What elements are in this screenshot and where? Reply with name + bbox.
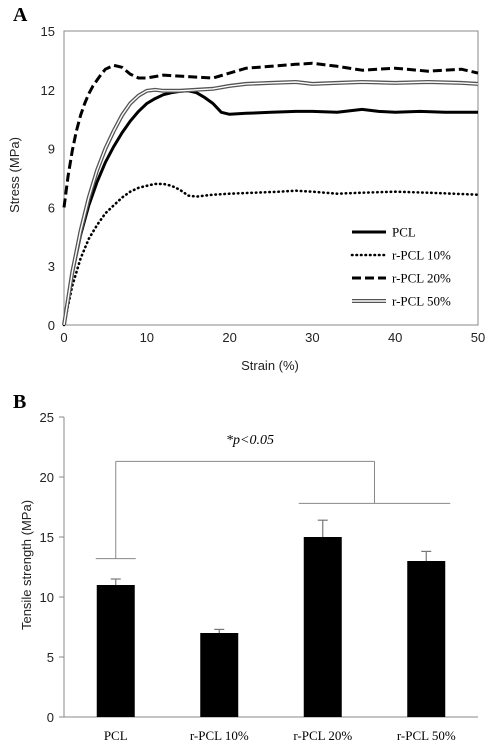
significance-annotation: *p<0.05 bbox=[226, 433, 274, 448]
a-x-axis-label: Strain (%) bbox=[241, 358, 299, 373]
a-x-tick-label: 0 bbox=[60, 330, 67, 345]
a-x-tick-label: 40 bbox=[388, 330, 402, 345]
panel-a: A 0 10 20 30 40 50 0 3 6 9 12 15 Strain (%) Stress … bbox=[7, 4, 485, 373]
series-line-0 bbox=[62, 89, 478, 326]
a-y-tick-label: 12 bbox=[41, 83, 55, 98]
a-y-tick-label: 6 bbox=[48, 200, 55, 215]
error-bar bbox=[317, 519, 328, 537]
a-x-tick-label: 30 bbox=[305, 330, 319, 345]
legend-label: PCL bbox=[392, 225, 416, 240]
a-y-axis-label: Stress (MPa) bbox=[7, 137, 22, 213]
error-bar bbox=[421, 550, 432, 561]
category-label: r-PCL 10% bbox=[190, 728, 249, 743]
a-tick-labels: 0 10 20 30 40 50 0 3 6 9 12 15 bbox=[41, 24, 486, 345]
significance-bracket bbox=[95, 460, 451, 560]
b-y-tick-label: 10 bbox=[40, 590, 54, 605]
b-y-tick-label: 15 bbox=[40, 530, 54, 545]
panel-label-a: A bbox=[13, 4, 28, 26]
a-y-tick-label: 0 bbox=[48, 318, 55, 333]
category-label: r-PCL 50% bbox=[397, 728, 456, 743]
a-legend: PCL r-PCL 10% r-PCL 20% r-PCL 50% bbox=[350, 225, 451, 309]
b-y-tick-label: 0 bbox=[47, 710, 54, 725]
a-series-lines bbox=[62, 61, 480, 327]
a-x-tick-label: 20 bbox=[222, 330, 236, 345]
b-y-axis-label: Tensile strength (MPa) bbox=[19, 500, 34, 630]
b-y-tick-label: 25 bbox=[40, 410, 54, 425]
a-x-tick-label: 10 bbox=[140, 330, 154, 345]
a-plot-frame bbox=[63, 30, 479, 326]
b-tick-labels: 0 5 10 15 20 25 PCL r-PCL 10% r-PCL 20% r-PCL 50% bbox=[40, 410, 456, 743]
legend-entry-2: r-PCL 20% bbox=[352, 271, 451, 286]
legend-label: r-PCL 20% bbox=[392, 271, 451, 286]
legend-entry-1: r-PCL 10% bbox=[350, 248, 451, 263]
a-y-tick-label: 9 bbox=[48, 142, 55, 157]
a-axes bbox=[63, 30, 479, 326]
a-x-tick-label: 50 bbox=[471, 330, 485, 345]
b-y-tick-label: 20 bbox=[40, 470, 54, 485]
b-y-tick-label: 5 bbox=[47, 650, 54, 665]
panel-b: B 0 5 10 15 20 25 PCL r-PCL 10% r-PCL 20% r-PCL 5… bbox=[13, 391, 478, 743]
bar bbox=[200, 633, 239, 717]
error-bar bbox=[110, 578, 121, 585]
series-line-3 bbox=[62, 80, 479, 326]
panel-label-b: B bbox=[13, 391, 26, 413]
error-bar bbox=[214, 628, 225, 633]
bar bbox=[96, 585, 135, 717]
legend-label: r-PCL 50% bbox=[392, 294, 451, 309]
legend-entry-3: r-PCL 50% bbox=[352, 294, 451, 309]
a-y-tick-label: 15 bbox=[41, 24, 55, 39]
legend-entry-0: PCL bbox=[352, 225, 416, 240]
category-label: PCL bbox=[104, 728, 128, 743]
bar bbox=[303, 537, 342, 717]
b-bars bbox=[96, 519, 446, 717]
bar bbox=[407, 561, 446, 717]
series-line-1 bbox=[62, 182, 480, 327]
a-y-tick-label: 3 bbox=[48, 259, 55, 274]
series-line-2 bbox=[62, 61, 479, 208]
category-label: r-PCL 20% bbox=[293, 728, 352, 743]
legend-label: r-PCL 10% bbox=[392, 248, 451, 263]
